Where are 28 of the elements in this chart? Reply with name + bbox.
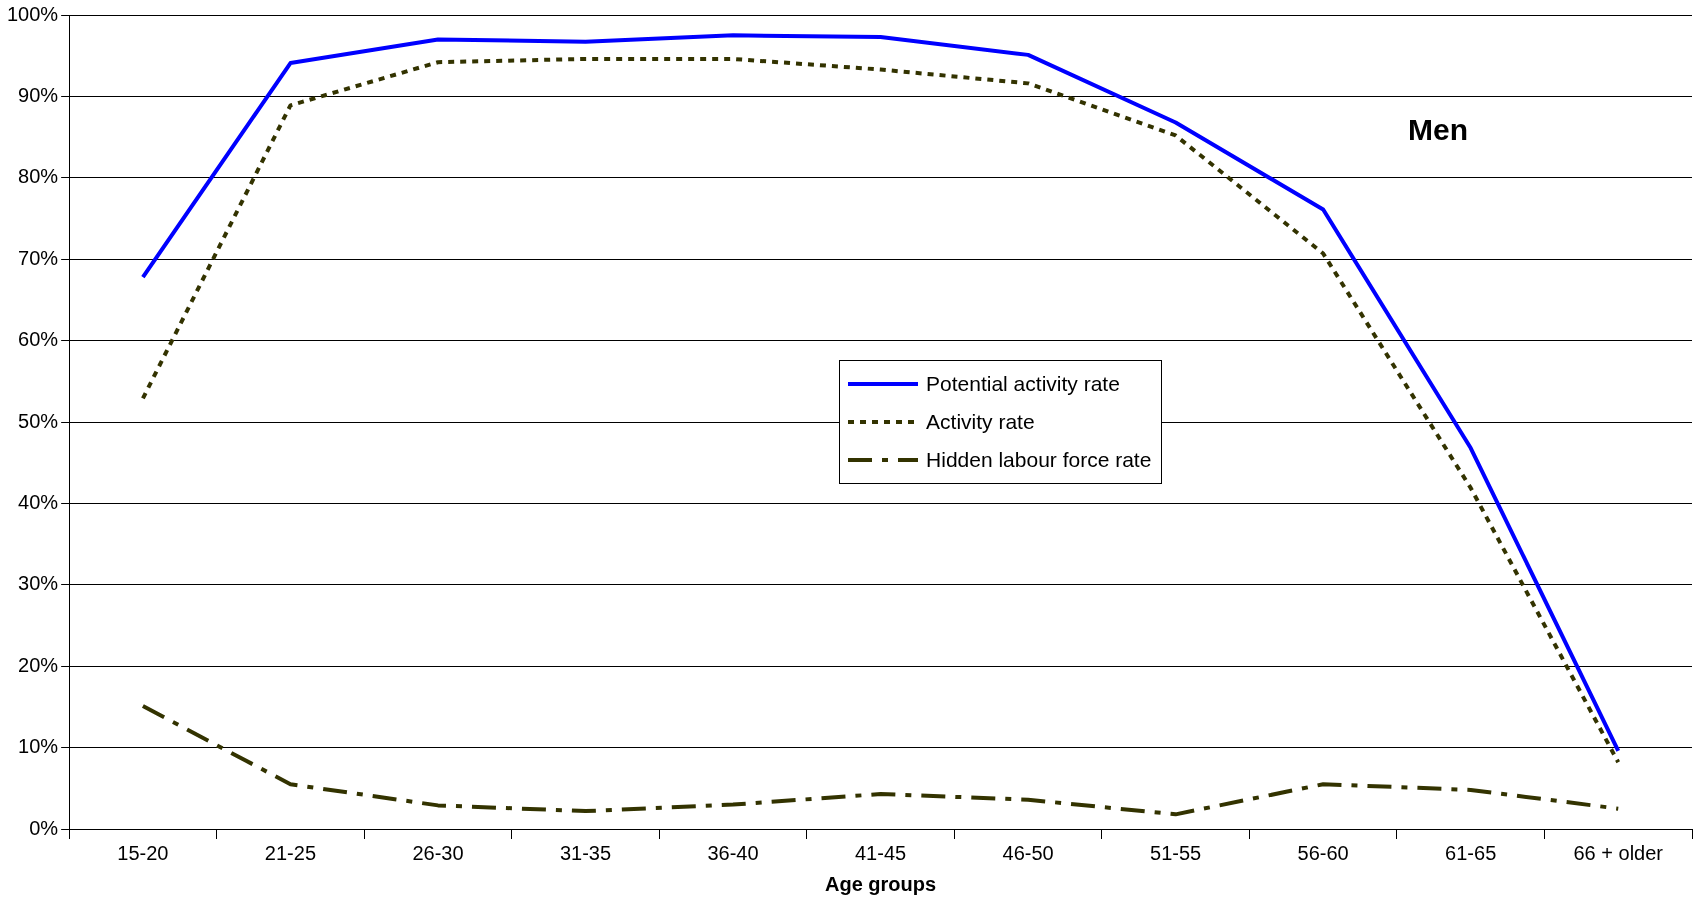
y-tick-label: 80% xyxy=(18,165,59,188)
annotation: Men xyxy=(1408,112,1468,147)
x-tick-label: 15-20 xyxy=(117,841,169,864)
y-tick-label: 10% xyxy=(18,735,59,758)
y-tick-label: 60% xyxy=(18,328,59,351)
x-tick-label: 46-50 xyxy=(1002,841,1054,864)
x-tick-label: 61-65 xyxy=(1445,841,1497,864)
x-tick-label: 26-30 xyxy=(412,841,464,864)
y-tick-label: 50% xyxy=(18,409,59,432)
y-tick-label: 70% xyxy=(18,246,59,269)
y-tick-label: 20% xyxy=(18,653,59,676)
x-tick-label: 36-40 xyxy=(707,841,759,864)
x-tick-label: 66 + older xyxy=(1573,841,1664,864)
y-tick-label: 90% xyxy=(18,83,59,106)
y-tick-label: 0% xyxy=(29,816,59,839)
x-tick-label: 41-45 xyxy=(855,841,907,864)
legend-label: Activity rate xyxy=(926,410,1035,434)
y-tick-label: 100% xyxy=(7,2,59,25)
y-tick-label: 40% xyxy=(18,490,59,513)
x-tick-label: 51-55 xyxy=(1150,841,1202,864)
x-tick-label: 31-35 xyxy=(559,841,612,864)
line-series xyxy=(140,704,1621,817)
x-tick-label: 21-25 xyxy=(264,841,317,864)
legend-label: Potential activity rate xyxy=(926,372,1120,396)
y-tick-label: 30% xyxy=(18,572,59,595)
x-axis-title: Age groups xyxy=(825,872,937,895)
x-tick-label: 56-60 xyxy=(1297,841,1349,864)
legend-label: Hidden labour force rate xyxy=(926,448,1152,472)
